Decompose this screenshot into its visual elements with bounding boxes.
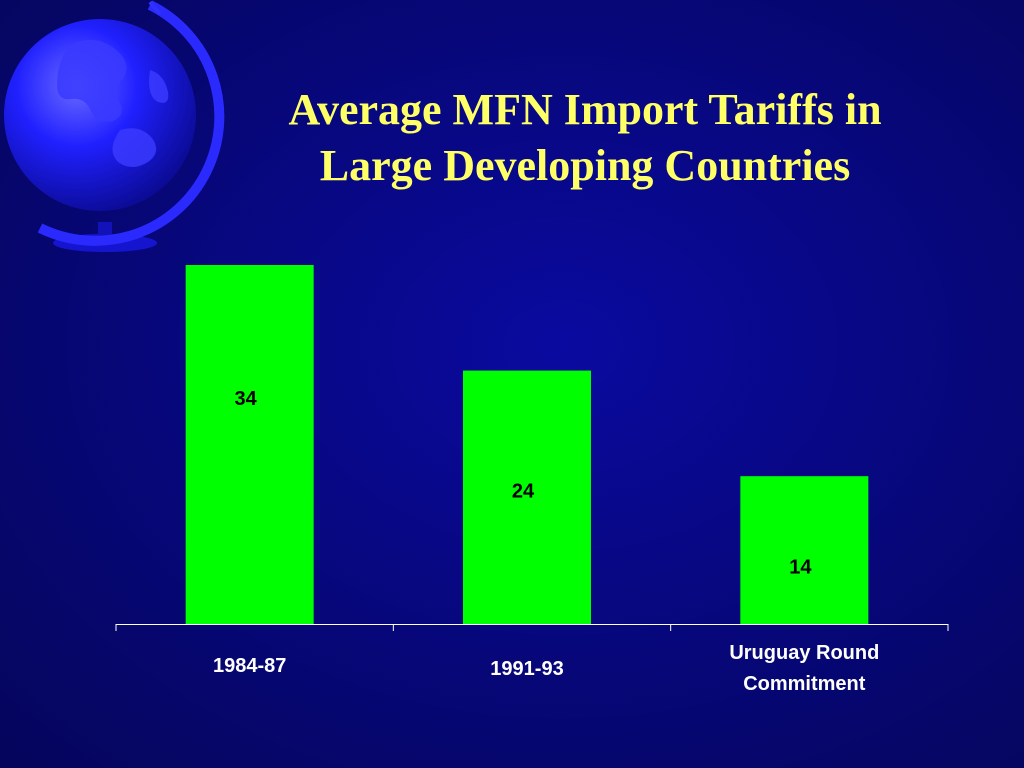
category-label-2: Uruguay Round Commitment [729,642,879,695]
bar-2 [740,476,868,624]
data-label-2: 14 [789,557,812,579]
category-label-0-line-0: 1984-87 [213,655,286,677]
category-label-1: 1991-93 [490,658,563,680]
bar-0 [186,265,314,624]
data-label-0: 34 [235,388,258,410]
data-label-1: 24 [512,480,535,502]
category-label-1-line-0: 1991-93 [490,658,563,680]
category-label-2-line-1: Commitment [743,673,866,695]
category-label-2-line-0: Uruguay Round [729,642,879,664]
category-label-0: 1984-87 [213,655,286,677]
